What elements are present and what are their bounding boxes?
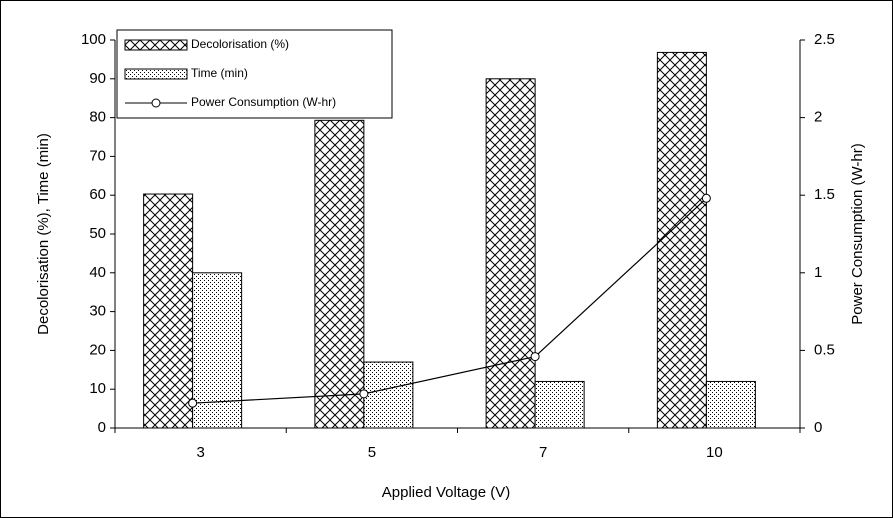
legend-label: Time (min): [191, 66, 248, 80]
legend-label: Power Consumption (W-hr): [191, 95, 336, 109]
x-tick-label: 3: [196, 444, 204, 461]
x-tick-label: 10: [706, 444, 723, 461]
bar: [314, 119, 365, 429]
bar: [705, 380, 756, 429]
y-tick-label: 0: [98, 419, 106, 436]
line: [192, 197, 707, 404]
line-marker: [188, 398, 198, 408]
y2-tick-label: 1.5: [814, 186, 835, 203]
x-tick-label: 7: [539, 444, 547, 461]
legend-marker: [151, 98, 161, 108]
y2-tick-label: 0: [814, 419, 822, 436]
y-tick-label: 70: [89, 147, 106, 164]
legend: Decolorisation (%) Time (min) Power Consum…: [116, 29, 393, 119]
line-marker: [359, 389, 369, 399]
bar: [485, 78, 536, 429]
y-tick-label: 90: [89, 70, 106, 87]
y2-tick-label: 0.5: [814, 341, 835, 358]
x-tick-label: 5: [368, 444, 376, 461]
y-tick-label: 80: [89, 109, 106, 126]
legend-swatch: [124, 39, 188, 51]
legend-label: Decolorisation (%): [191, 37, 289, 51]
bar: [143, 193, 194, 429]
legend-swatch: [124, 68, 188, 80]
y2-tick-label: 2: [814, 109, 822, 126]
y-tick-label: 40: [89, 264, 106, 281]
bar: [363, 361, 414, 429]
y-tick-label: 60: [89, 186, 106, 203]
y2-tick-label: 1: [814, 264, 822, 281]
bar: [534, 380, 585, 429]
y-tick-label: 30: [89, 303, 106, 320]
y2-axis-title: Power Consumption (W-hr): [849, 143, 866, 324]
line-marker: [701, 193, 711, 203]
y-tick-label: 20: [89, 341, 106, 358]
y-tick-label: 50: [89, 225, 106, 242]
bar: [192, 272, 243, 429]
y-tick-label: 10: [89, 380, 106, 397]
y-tick-label: 100: [81, 31, 106, 48]
line-marker: [530, 352, 540, 362]
bar: [656, 51, 707, 429]
y-axis-title: Decolorisation (%), Time (min): [35, 133, 52, 335]
y2-tick-label: 2.5: [814, 31, 835, 48]
x-axis-title: Applied Voltage (V): [382, 484, 510, 501]
